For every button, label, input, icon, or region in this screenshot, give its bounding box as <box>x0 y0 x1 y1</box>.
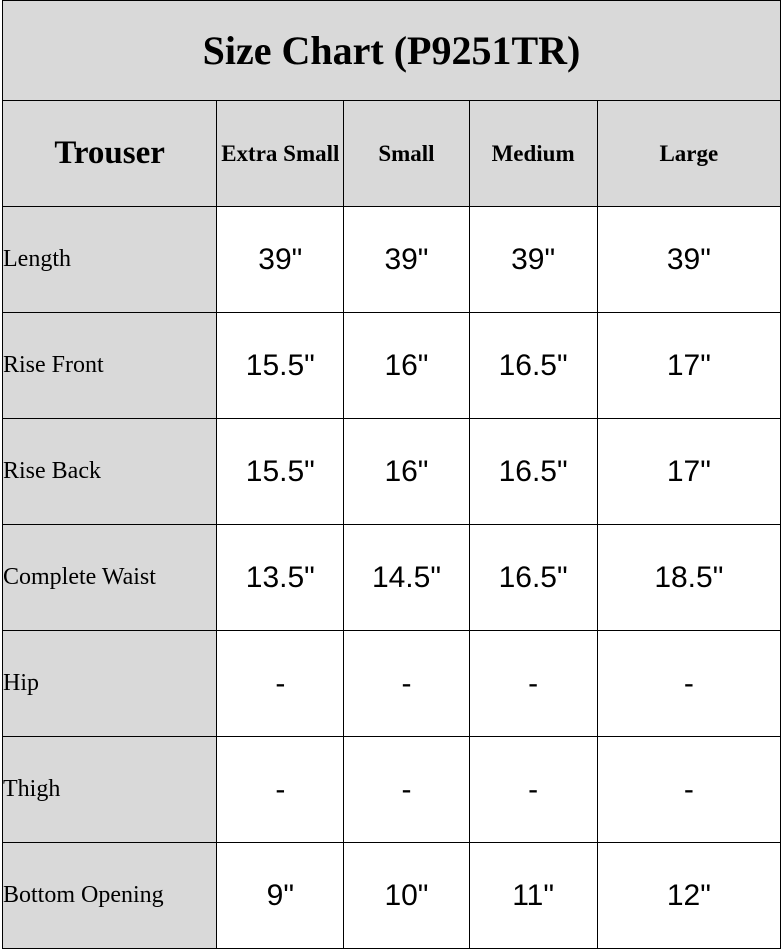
cell-complete-waist-large: 18.5" <box>596 524 782 631</box>
cell-complete-waist-medium: 16.5" <box>468 524 598 631</box>
cell-hip-large: - <box>596 630 782 737</box>
table-row: Rise Front 15.5" 16" 16.5" 17" <box>1 312 782 419</box>
cell-rise-back-extra-small: 15.5" <box>216 418 345 525</box>
row-label-thigh: Thigh <box>1 736 218 843</box>
cell-bottom-opening-small: 10" <box>343 842 470 949</box>
title-row: Size Chart (P9251TR) <box>2 0 781 101</box>
cell-rise-back-medium: 16.5" <box>468 418 598 525</box>
header-small: Small <box>343 100 470 207</box>
cell-rise-front-medium: 16.5" <box>468 312 598 419</box>
cell-thigh-small: - <box>343 736 470 843</box>
table-row: Rise Back 15.5" 16" 16.5" 17" <box>1 418 782 525</box>
table-row: Length 39" 39" 39" 39" <box>1 206 782 313</box>
table-row: Complete Waist 13.5" 14.5" 16.5" 18.5" <box>1 524 782 631</box>
cell-length-extra-small: 39" <box>216 206 345 313</box>
header-large: Large <box>596 100 782 207</box>
header-medium: Medium <box>468 100 598 207</box>
cell-hip-medium: - <box>468 630 598 737</box>
cell-bottom-opening-medium: 11" <box>468 842 598 949</box>
cell-thigh-large: - <box>596 736 782 843</box>
cell-bottom-opening-extra-small: 9" <box>216 842 345 949</box>
cell-length-large: 39" <box>596 206 782 313</box>
cell-rise-front-extra-small: 15.5" <box>216 312 345 419</box>
cell-bottom-opening-large: 12" <box>596 842 782 949</box>
cell-complete-waist-extra-small: 13.5" <box>216 524 345 631</box>
header-trouser: Trouser <box>1 100 218 207</box>
table-row: Thigh - - - - <box>1 736 782 843</box>
cell-complete-waist-small: 14.5" <box>343 524 470 631</box>
cell-rise-front-small: 16" <box>343 312 470 419</box>
row-label-bottom-opening: Bottom Opening <box>1 842 218 949</box>
table-row: Hip - - - - <box>1 630 782 737</box>
row-label-rise-front: Rise Front <box>1 312 218 419</box>
header-extra-small: Extra Small <box>216 100 345 207</box>
cell-hip-extra-small: - <box>216 630 345 737</box>
row-label-length: Length <box>1 206 218 313</box>
header-row: Trouser Extra Small Small Medium Large <box>1 100 782 207</box>
row-label-hip: Hip <box>1 630 218 737</box>
cell-length-small: 39" <box>343 206 470 313</box>
table-row: Bottom Opening 9" 10" 11" 12" <box>1 842 782 949</box>
cell-hip-small: - <box>343 630 470 737</box>
cell-thigh-extra-small: - <box>216 736 345 843</box>
cell-length-medium: 39" <box>468 206 598 313</box>
cell-rise-back-large: 17" <box>596 418 782 525</box>
row-label-rise-back: Rise Back <box>1 418 218 525</box>
chart-title: Size Chart (P9251TR) <box>2 0 781 101</box>
cell-rise-front-large: 17" <box>596 312 782 419</box>
cell-thigh-medium: - <box>468 736 598 843</box>
row-label-complete-waist: Complete Waist <box>1 524 218 631</box>
cell-rise-back-small: 16" <box>343 418 470 525</box>
